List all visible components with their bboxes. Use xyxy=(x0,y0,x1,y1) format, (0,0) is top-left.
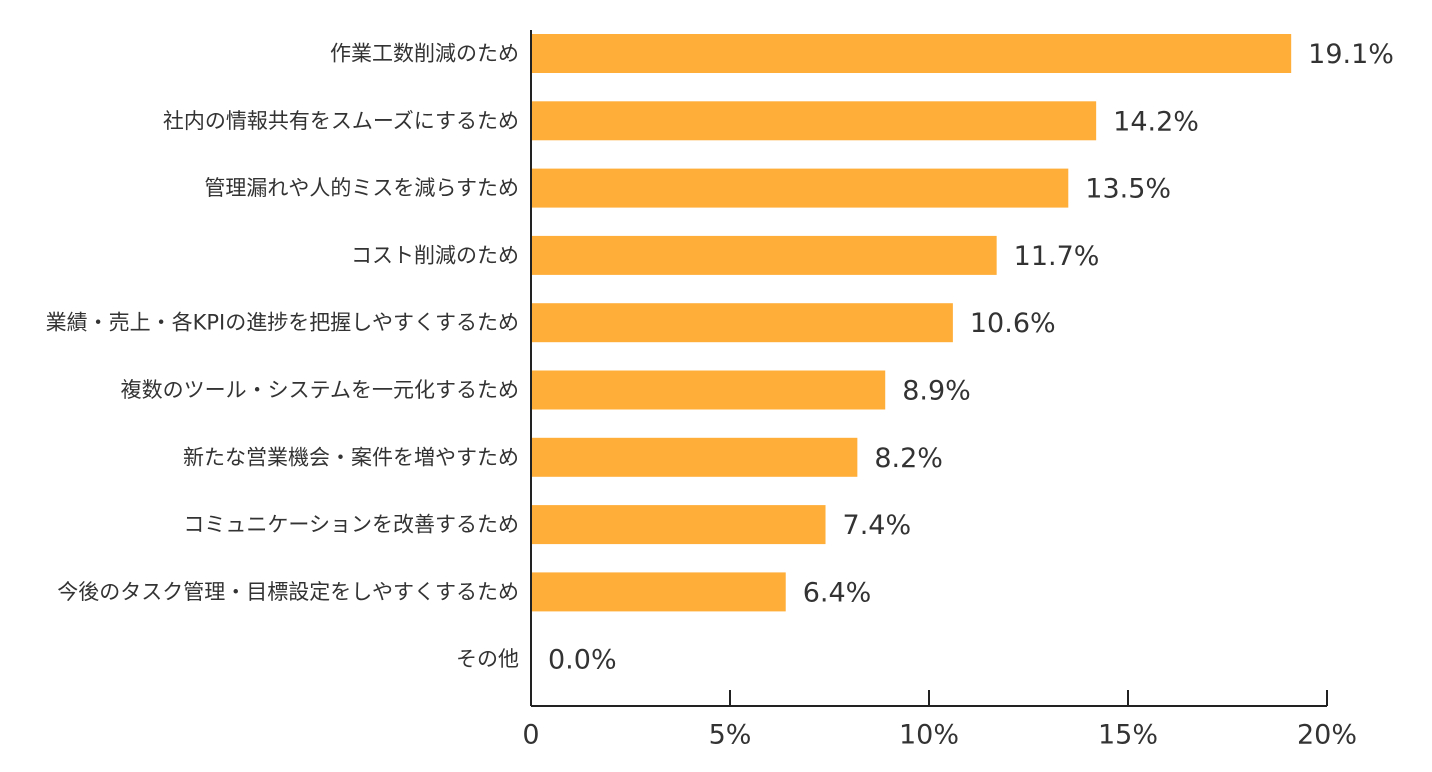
value-label: 19.1% xyxy=(1308,39,1394,70)
value-label: 11.7% xyxy=(1014,241,1100,272)
bar xyxy=(531,370,886,410)
category-label: コスト削減のため xyxy=(351,243,519,267)
category-label: コミュニケーションを改善するため xyxy=(183,513,519,537)
category-label: その他 xyxy=(456,647,519,671)
axes: 0 5% 10% 15% 20% xyxy=(522,30,1357,751)
bar xyxy=(531,168,1069,208)
category-label: 管理漏れや人的ミスを減らすため xyxy=(204,176,519,200)
bar xyxy=(531,235,997,275)
bar xyxy=(531,505,826,545)
value-label: 10.6% xyxy=(970,308,1056,339)
value-label: 8.2% xyxy=(874,443,943,474)
value-label: 14.2% xyxy=(1113,106,1199,137)
category-label: 作業工数削減のため xyxy=(330,42,519,66)
value-label: 13.5% xyxy=(1085,174,1171,205)
bar xyxy=(531,572,786,612)
x-tick-label: 0 xyxy=(522,720,539,751)
value-label: 8.9% xyxy=(902,376,971,407)
value-label: 6.4% xyxy=(803,577,872,608)
bar xyxy=(531,101,1097,141)
value-labels: 19.1% 14.2% 13.5% 11.7% 10.6% 8.9% 8.2% 7.4% 6.4… xyxy=(548,39,1394,676)
value-label: 7.4% xyxy=(843,510,912,541)
x-tick-label: 10% xyxy=(899,720,959,751)
category-label: 複数のツール・システムを一元化するため xyxy=(121,378,519,402)
x-tick-label: 5% xyxy=(709,720,752,751)
category-label: 業績・売上・各KPIの進捗を把握しやすくするため xyxy=(46,311,519,335)
x-tick-label: 20% xyxy=(1297,720,1357,751)
x-tick-label: 15% xyxy=(1098,720,1158,751)
category-label: 社内の情報共有をスムーズにするため xyxy=(163,109,519,133)
bar xyxy=(531,303,953,343)
category-label: 新たな営業機会・案件を増やすため xyxy=(183,445,519,469)
category-label: 今後のタスク管理・目標設定をしやすくするため xyxy=(57,580,519,604)
bar xyxy=(531,437,858,477)
category-labels: 作業工数削減のため社内の情報共有をスムーズにするため管理漏れや人的ミスを減らすた… xyxy=(46,42,519,672)
bar xyxy=(531,34,1292,73)
bars-layer xyxy=(531,34,1292,612)
value-label: 0.0% xyxy=(548,645,617,676)
